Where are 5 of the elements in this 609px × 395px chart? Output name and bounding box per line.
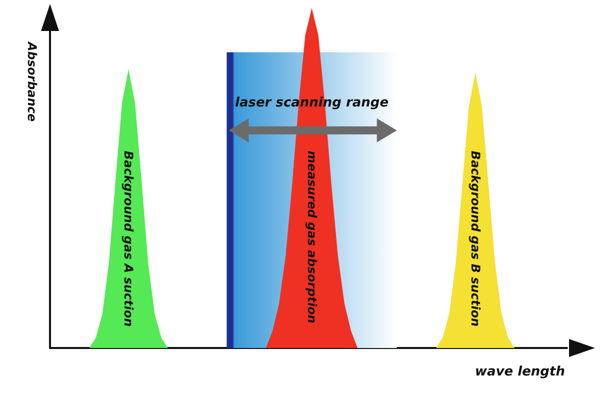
series-label: Background gas B suction — [468, 150, 482, 327]
series-label: Background gas A suction — [122, 150, 136, 327]
y-axis-title: Absorbance — [25, 41, 39, 122]
series-label: measured gas absorption — [304, 150, 319, 324]
x-axis-title: wave length — [475, 364, 565, 380]
